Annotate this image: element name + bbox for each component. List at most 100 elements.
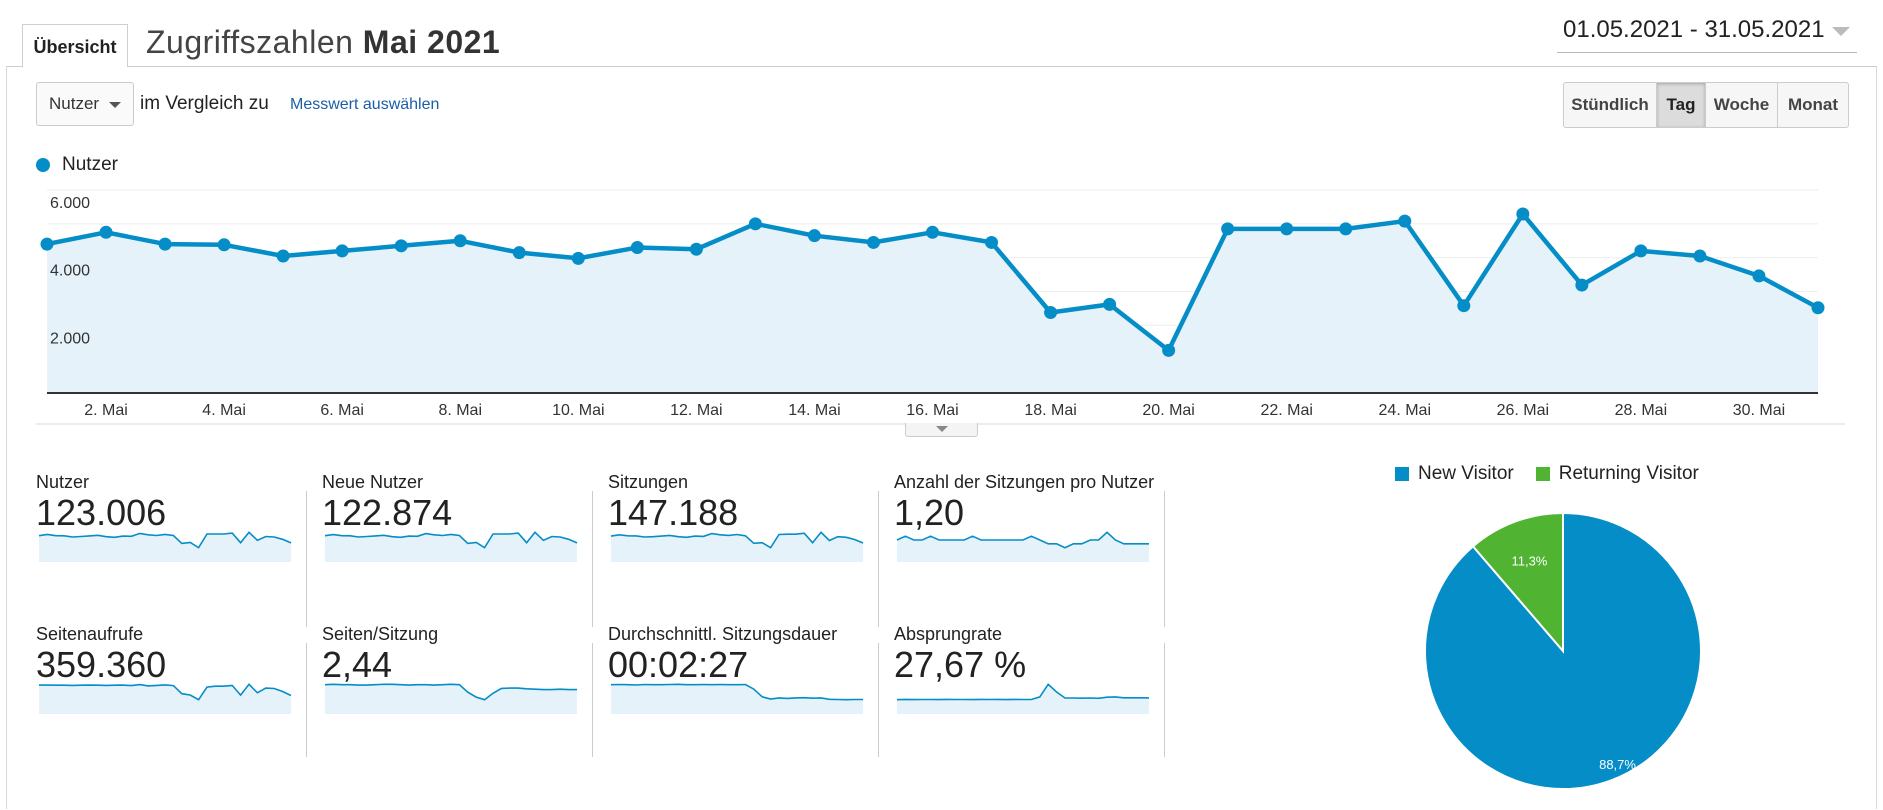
series-legend-dot [36, 158, 50, 172]
kpi-divider [1164, 491, 1165, 627]
kpi-label: Absprungrate [894, 624, 1003, 644]
y-tick-label: 2.000 [50, 330, 90, 347]
kpi-value: 00:02:27 [608, 644, 749, 685]
kpi-label: Anzahl der Sitzungen pro Nutzer [894, 472, 1155, 492]
users-data-point[interactable] [630, 241, 644, 255]
sparkline-area [325, 684, 577, 714]
x-tick-label: 8. Mai [438, 402, 482, 419]
users-data-point[interactable] [1103, 297, 1117, 311]
users-data-point[interactable] [158, 237, 172, 251]
users-data-point[interactable] [1634, 244, 1648, 258]
granularity-month-button[interactable]: Monat [1787, 95, 1839, 114]
kpi-divider [1164, 643, 1165, 757]
kpi-value: 359.360 [36, 644, 167, 685]
kpi-label: Neue Nutzer [322, 472, 424, 492]
x-tick-label: 28. Mai [1615, 402, 1667, 419]
returning-visitor-swatch [1535, 467, 1550, 481]
users-data-point[interactable] [453, 234, 467, 248]
kpi-divider [306, 491, 307, 627]
x-tick-label: 30. Mai [1733, 402, 1785, 419]
users-data-point[interactable] [1339, 222, 1353, 236]
kpi-tile[interactable]: Sitzungen 147.188 [608, 442, 894, 582]
users-data-point[interactable] [1162, 343, 1176, 357]
users-data-point[interactable] [1221, 222, 1235, 236]
users-data-point[interactable] [689, 242, 703, 256]
page-title: Zugriffszahlen Mai 2021 [146, 24, 500, 61]
users-data-point[interactable] [866, 235, 880, 249]
granularity-week-button[interactable]: Woche [1706, 83, 1778, 127]
users-data-point[interactable] [926, 225, 939, 239]
date-range-picker[interactable]: 01.05.2021 - 31.05.2021 [1563, 16, 1825, 43]
kpi-tile[interactable]: Seiten/Sitzung 2,44 [322, 594, 608, 734]
users-data-point[interactable] [99, 225, 113, 239]
pie-legend: New Visitor Returning Visitor [1395, 463, 1699, 485]
users-data-point[interactable] [394, 239, 408, 253]
users-data-point[interactable] [571, 251, 585, 265]
date-range-underline [1557, 52, 1857, 53]
kpi-tile[interactable]: Durchschnittl. Sitzungsdauer 00:02:27 [608, 594, 894, 734]
new-visitor-swatch [1395, 467, 1409, 481]
sparkline-area [897, 684, 1149, 714]
users-data-point[interactable] [1280, 222, 1294, 236]
chevron-down-icon [109, 102, 121, 108]
granularity-day-button[interactable]: Tag [1657, 83, 1706, 127]
sparkline-area [325, 532, 577, 562]
tab-overview[interactable]: Übersicht [22, 24, 128, 67]
users-data-point[interactable] [1811, 301, 1825, 315]
users-data-point[interactable] [807, 229, 821, 243]
kpi-value: 27,67 % [894, 644, 1027, 685]
kpi-sparkline [324, 683, 577, 714]
users-data-point[interactable] [1044, 305, 1058, 319]
pie-legend-returning-visitor[interactable]: Returning Visitor [1558, 463, 1699, 484]
x-tick-label: 4. Mai [202, 402, 246, 419]
users-data-point[interactable] [1693, 249, 1707, 263]
users-data-point[interactable] [985, 235, 999, 249]
kpi-value: 122.874 [322, 492, 453, 533]
users-data-point[interactable] [748, 217, 762, 231]
select-metric-link[interactable]: Messwert auswählen [290, 96, 440, 113]
users-data-point[interactable] [217, 238, 231, 252]
kpi-tile[interactable]: Absprungrate 27,67 % [894, 594, 1180, 734]
kpi-sparkline [39, 683, 292, 714]
chart-collapse-button[interactable] [905, 423, 978, 437]
sparkline-line [896, 531, 1149, 549]
kpi-sparkline [38, 531, 292, 562]
metric-select[interactable]: Nutzer [36, 82, 134, 126]
sparkline-line [610, 531, 864, 549]
kpi-divider [592, 643, 593, 757]
users-data-point[interactable] [276, 249, 290, 263]
x-tick-label: 24. Mai [1379, 402, 1431, 419]
users-data-point[interactable] [1752, 269, 1766, 283]
kpi-label: Seitenaufrufe [36, 624, 144, 644]
granularity-hourly-button[interactable]: Stündlich [1564, 83, 1657, 127]
kpi-sparkline [610, 531, 864, 562]
users-data-point[interactable] [512, 246, 526, 260]
kpi-tile[interactable]: Nutzer 123.006 [36, 442, 322, 582]
pie-slice[interactable] [1471, 511, 1564, 654]
sparkline-area [897, 532, 1149, 562]
x-tick-label: 10. Mai [552, 402, 604, 419]
users-area [47, 214, 1818, 393]
kpi-tile[interactable]: Seitenaufrufe 359.360 [36, 594, 322, 734]
kpi-tile[interactable]: Neue Nutzer 122.874 [322, 442, 608, 582]
users-data-point[interactable] [1516, 207, 1530, 221]
x-tick-label: 12. Mai [670, 402, 722, 419]
compare-label: im Vergleich zu [140, 93, 269, 114]
users-data-point[interactable] [1457, 299, 1471, 313]
kpi-sparkline [896, 531, 1149, 562]
users-data-point[interactable] [1398, 214, 1412, 228]
users-data-point[interactable] [40, 237, 54, 251]
kpi-sparkline [610, 683, 863, 714]
pie-legend-new-visitor[interactable]: New Visitor [1418, 463, 1514, 484]
pie-slice-label: 11,3% [1511, 553, 1547, 568]
users-data-point[interactable] [1575, 278, 1589, 292]
users-data-point[interactable] [335, 244, 349, 258]
metric-select-value: Nutzer [49, 94, 100, 113]
chevron-down-icon[interactable] [1832, 27, 1850, 36]
kpi-divider [878, 491, 879, 627]
report-panel [6, 66, 1877, 809]
kpi-sparkline [896, 683, 1150, 714]
series-legend-label[interactable]: Nutzer [62, 154, 118, 175]
kpi-tile[interactable]: Anzahl der Sitzungen pro Nutzer 1,20 [894, 442, 1180, 582]
kpi-value: 2,44 [322, 644, 393, 685]
